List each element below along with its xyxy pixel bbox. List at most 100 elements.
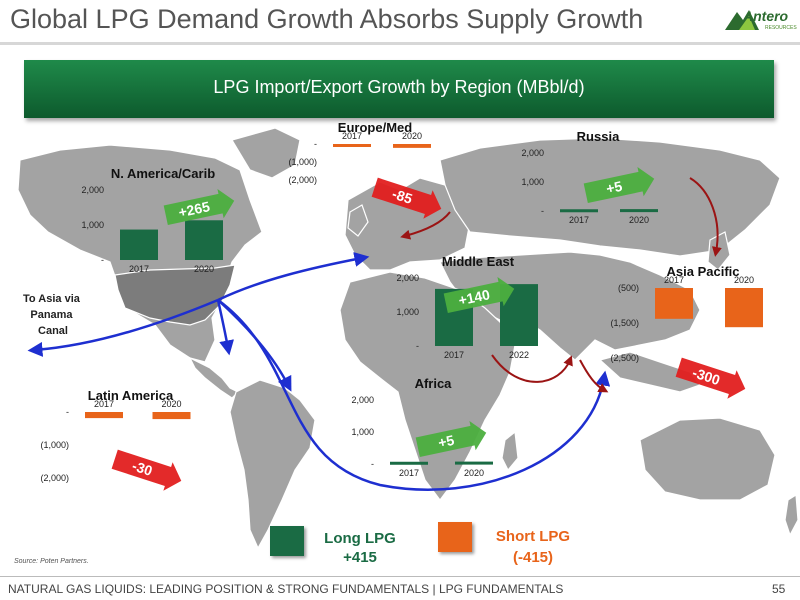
change-arrow-middle-east: +140 — [443, 276, 515, 314]
banner-title: LPG Import/Export Growth by Region (MBbl… — [213, 77, 585, 97]
chart-title-middle-east: Middle East — [442, 254, 515, 269]
route-to-latam — [217, 299, 292, 392]
x-tick-n-america-carib-2017: 2017 — [129, 264, 149, 274]
route-to-panama — [27, 298, 219, 357]
chart-title-russia: Russia — [577, 129, 620, 144]
chart-title-europe-med: Europe/Med — [338, 120, 412, 135]
change-arrow-africa: +5 — [415, 420, 487, 458]
route-mideast-to-india — [579, 359, 609, 393]
chart-title-latin-america: Latin America — [88, 388, 174, 403]
chart-title-n-america-carib: N. America/Carib — [111, 166, 215, 181]
change-arrow-latin-america: -30 — [111, 449, 182, 491]
legend-long-value: +415 — [343, 549, 377, 566]
central-america-shape — [188, 356, 240, 399]
logo-text: Antero — [743, 8, 789, 24]
change-arrow-latin-america-label: -30 — [130, 457, 154, 479]
bar-asia-pacific-2017 — [655, 288, 693, 319]
change-arrow-europe-med: -85 — [371, 177, 442, 219]
route-russia-to-asia — [689, 177, 722, 257]
y-tick-russia: 2,000 — [521, 148, 544, 158]
x-tick-africa-2017: 2017 — [399, 468, 419, 478]
legend-short-label: Short LPG — [495, 528, 571, 545]
y-tick-africa: 1,000 — [351, 427, 374, 437]
bar-asia-pacific-2020 — [725, 288, 763, 328]
bar-n-america-carib-2020 — [185, 220, 223, 260]
south-america-shape — [229, 379, 316, 550]
chart-asia-pacific: Asia Pacific (500) (1,500) (2,500) 2017 2020 -… — [610, 264, 763, 399]
bar-n-america-carib-2017 — [120, 229, 158, 260]
x-tick-russia-2020: 2020 — [629, 215, 649, 225]
y-tick-latin-america: - — [66, 407, 69, 417]
regional-charts: N. America/Carib 2,000 1,000 - 2017 2020 +265 E… — [40, 120, 763, 491]
change-arrow-middle-east-label: +140 — [457, 286, 491, 308]
y-tick-middle-east: - — [416, 341, 419, 351]
change-arrow-russia: +5 — [583, 166, 655, 204]
x-tick-russia-2017: 2017 — [569, 215, 589, 225]
uk-shape — [347, 204, 369, 237]
new-zealand-shape — [784, 493, 799, 537]
x-tick-asia-pacific-2017: 2017 — [664, 275, 684, 285]
route-mideast-to-asia — [491, 354, 573, 383]
chart-middle-east: Middle East 2,000 1,000 - 2017 2022 +140 — [396, 254, 538, 360]
change-arrow-middle-east-shape — [443, 276, 515, 314]
australia-shape — [639, 417, 776, 501]
change-arrow-asia-pacific-shape — [675, 357, 746, 399]
change-arrow-n-america-carib-label: +265 — [177, 198, 211, 220]
logo-subtext: RESOURCES — [765, 25, 797, 31]
footer-rule — [0, 576, 800, 577]
bar-africa-2020 — [455, 461, 493, 465]
x-tick-n-america-carib-2020: 2020 — [194, 264, 214, 274]
y-tick-russia: 1,000 — [521, 177, 544, 187]
legend-short-value: (-415) — [512, 549, 553, 566]
change-arrow-asia-pacific: -300 — [675, 357, 746, 399]
x-tick-africa-2020: 2020 — [464, 468, 484, 478]
y-tick-latin-america: (1,000) — [40, 440, 69, 450]
usa-highlight-shape — [114, 264, 236, 326]
chart-n-america-carib: N. America/Carib 2,000 1,000 - 2017 2020 +265 — [81, 166, 235, 274]
y-tick-europe-med: (2,000) — [288, 175, 317, 185]
chart-title-asia-pacific: Asia Pacific — [667, 264, 740, 279]
bar-europe-med-2017 — [333, 144, 371, 147]
route-russia-to-europe — [400, 211, 451, 240]
y-tick-africa: 2,000 — [351, 395, 374, 405]
y-tick-asia-pacific: (1,500) — [610, 318, 639, 328]
greenland-shape — [231, 127, 301, 179]
trade-routes — [27, 177, 722, 491]
x-tick-latin-america-2017: 2017 — [94, 399, 114, 409]
legend-short-swatch — [438, 522, 472, 552]
chart-europe-med: Europe/Med - (1,000) (2,000) 2017 2020 -85 — [288, 120, 442, 219]
chart-russia: Russia 2,000 1,000 - 2017 2020 +5 — [521, 129, 658, 225]
x-tick-europe-med-2020: 2020 — [402, 131, 422, 141]
legend-long-label: Long LPG — [324, 530, 396, 547]
legend-long-swatch — [270, 526, 304, 556]
y-tick-n-america-carib: 1,000 — [81, 220, 104, 230]
change-arrow-latin-america-shape — [111, 449, 182, 491]
bar-russia-2017 — [560, 209, 598, 213]
y-tick-europe-med: - — [314, 139, 317, 149]
change-arrow-n-america-carib-shape — [163, 188, 235, 226]
y-tick-asia-pacific: (2,500) — [610, 353, 639, 363]
y-tick-n-america-carib: 2,000 — [81, 185, 104, 195]
x-tick-middle-east-2022: 2022 — [509, 350, 529, 360]
route-to-asia — [217, 298, 611, 491]
chart-latin-america: Latin America - (1,000) (2,000) 2017 2020 -30 — [40, 388, 191, 491]
y-tick-asia-pacific: (500) — [618, 283, 639, 293]
page-title: Global LPG Demand Growth Absorbs Supply … — [10, 4, 644, 34]
y-tick-russia: - — [541, 206, 544, 216]
bar-latin-america-2017 — [85, 412, 123, 419]
x-tick-latin-america-2020: 2020 — [161, 399, 181, 409]
bar-russia-2020 — [620, 209, 658, 213]
bar-latin-america-2020 — [152, 412, 191, 420]
change-arrow-europe-med-shape — [371, 177, 442, 219]
y-tick-n-america-carib: - — [101, 255, 104, 265]
route-to-caribbean — [216, 299, 234, 356]
change-arrow-africa-shape — [415, 420, 487, 458]
chart-banner: LPG Import/Export Growth by Region (MBbl… — [24, 60, 774, 118]
y-tick-middle-east: 1,000 — [396, 307, 419, 317]
chart-africa: Africa 2,000 1,000 - 2017 2020 +5 — [351, 376, 493, 478]
change-arrow-russia-label: +5 — [605, 178, 624, 197]
x-tick-asia-pacific-2020: 2020 — [734, 275, 754, 285]
y-tick-africa: - — [371, 459, 374, 469]
change-arrow-africa-label: +5 — [437, 432, 456, 451]
